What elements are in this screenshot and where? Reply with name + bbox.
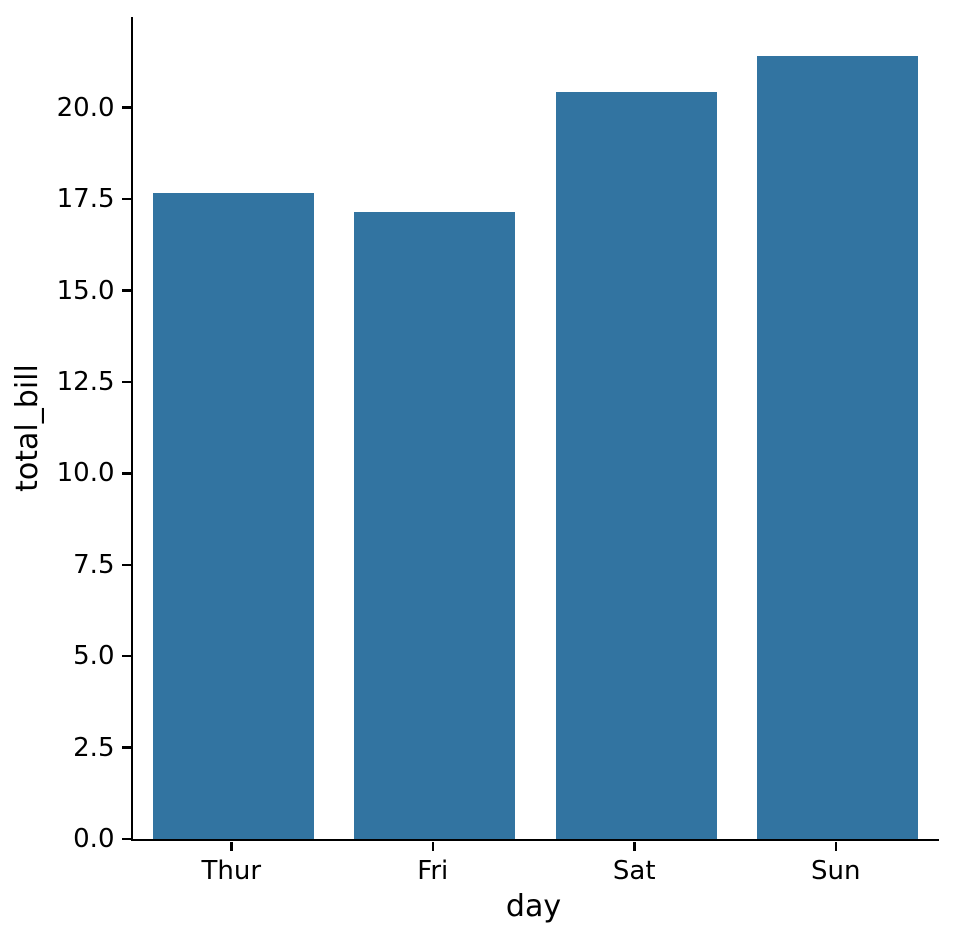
y-tick-mark bbox=[121, 654, 131, 658]
y-tick-label-17.5: 17.5 bbox=[56, 184, 115, 215]
bar-fri bbox=[354, 211, 516, 839]
y-tick-mark bbox=[121, 746, 131, 749]
y-tick-label-5.0: 5.0 bbox=[73, 641, 115, 672]
y-tick-mark bbox=[121, 563, 131, 566]
x-tick-mark bbox=[230, 841, 233, 851]
x-tick-mark bbox=[431, 841, 434, 851]
y-tick-mark bbox=[121, 380, 131, 384]
x-tick-label-sun: Sun bbox=[811, 855, 861, 886]
y-tick-mark bbox=[121, 289, 131, 292]
y-tick-mark bbox=[121, 472, 131, 475]
y-tick-mark bbox=[121, 106, 131, 109]
x-tick-label-sat: Sat bbox=[612, 855, 656, 886]
x-axis-label: day bbox=[505, 889, 562, 924]
x-tick-mark bbox=[633, 841, 636, 851]
y-tick-mark bbox=[121, 197, 131, 201]
y-tick-label-15.0: 15.0 bbox=[56, 275, 115, 306]
x-tick-mark bbox=[834, 841, 837, 851]
y-tick-label-2.5: 2.5 bbox=[73, 732, 115, 763]
x-tick-label-thur: Thur bbox=[201, 855, 262, 886]
bar-sun bbox=[757, 56, 919, 839]
y-tick-label-10.0: 10.0 bbox=[56, 458, 115, 489]
y-tick-label-12.5: 12.5 bbox=[56, 366, 115, 397]
y-tick-label-0.0: 0.0 bbox=[73, 824, 115, 854]
x-tick-label-fri: Fri bbox=[417, 855, 449, 886]
y-tick-mark bbox=[121, 837, 131, 841]
y-axis-label: total_bill bbox=[10, 364, 45, 492]
bar-sat bbox=[555, 91, 717, 839]
plot-area bbox=[130, 17, 939, 841]
bar-thur bbox=[152, 192, 314, 839]
y-tick-label-20.0: 20.0 bbox=[56, 92, 115, 123]
y-tick-label-7.5: 7.5 bbox=[73, 549, 115, 580]
